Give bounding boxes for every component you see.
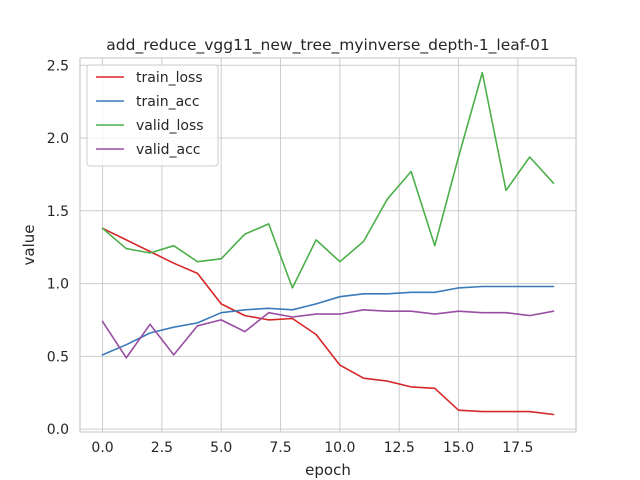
legend-label-valid-loss: valid_loss — [136, 118, 204, 134]
legend-box — [86, 64, 219, 167]
series-line-valid-loss — [101, 71, 555, 289]
legend-label-train-acc: train_acc — [136, 94, 200, 110]
x-axis-label: epoch — [305, 461, 351, 479]
y-tick-label: 2.5 — [47, 58, 69, 74]
y-axis-label: value — [20, 225, 38, 266]
x-tick-label: 10.0 — [324, 440, 355, 456]
series-line-train-loss — [101, 227, 555, 416]
x-tick-label: 2.5 — [151, 440, 173, 456]
x-tick-label: 17.5 — [502, 440, 533, 456]
x-tick-label: 0.0 — [91, 440, 113, 456]
y-tick-label: 0.5 — [47, 349, 69, 365]
y-tick-label: 1.5 — [47, 204, 69, 220]
x-tick-label: 5.0 — [210, 440, 232, 456]
series-layer — [101, 71, 555, 416]
legend-label-train-loss: train_loss — [136, 70, 203, 86]
legend: train_loss train_acc valid_loss valid_acc — [86, 64, 219, 167]
y-tick-label: 2.0 — [47, 131, 69, 147]
plot-frame — [79, 57, 577, 433]
grid — [80, 58, 576, 432]
y-axis-ticks: 0.0 0.5 1.0 1.5 2.0 2.5 — [47, 58, 69, 438]
series-line-train-acc — [101, 285, 555, 356]
chart-title: add_reduce_vgg11_new_tree_myinverse_dept… — [106, 36, 549, 55]
x-axis-ticks: 0.0 2.5 5.0 7.5 10.0 12.5 15.0 17.5 — [91, 440, 533, 456]
x-tick-label: 7.5 — [269, 440, 291, 456]
x-tick-label: 15.0 — [443, 440, 474, 456]
y-tick-label: 1.0 — [47, 277, 69, 293]
series-line-valid-acc — [101, 308, 555, 359]
x-tick-label: 12.5 — [384, 440, 415, 456]
legend-label-valid-acc: valid_acc — [136, 142, 201, 158]
y-tick-label: 0.0 — [47, 422, 69, 438]
